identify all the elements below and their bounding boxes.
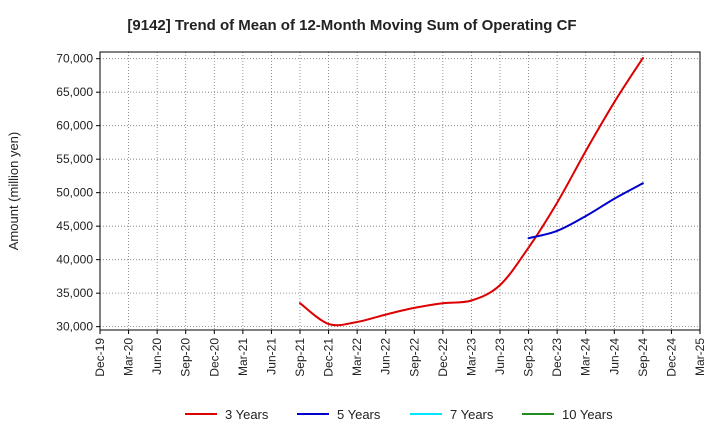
y-tick-label: 40,000 [56, 253, 93, 267]
x-tick-label: Jun-21 [264, 338, 278, 375]
x-tick-label: Mar-23 [464, 338, 478, 376]
chart-title: [9142] Trend of Mean of 12-Month Moving … [127, 17, 576, 34]
x-tick-label: Dec-24 [664, 338, 678, 377]
y-tick-label: 70,000 [56, 52, 93, 66]
legend-label-5-years: 5 Years [337, 407, 381, 422]
x-tick-label: Jun-24 [607, 338, 621, 375]
x-tick-label: Dec-19 [93, 338, 107, 377]
x-tick-label: Dec-20 [207, 338, 221, 377]
plot-frame [99, 51, 701, 331]
legend: 3 Years 5 Years 7 Years 10 Years [185, 407, 613, 422]
legend-label-3-years: 3 Years [225, 407, 269, 422]
legend-label-7-years: 7 Years [450, 407, 494, 422]
x-tick-label: Mar-21 [236, 338, 250, 376]
x-tick-label: Mar-22 [350, 338, 364, 376]
x-axis-ticks: Dec-19 Mar-20 Jun-20 Sep-20 Dec-20 Mar-21 Jun-… [93, 330, 707, 377]
y-axis-label: Amount (million yen) [6, 132, 21, 251]
y-tick-label: 65,000 [56, 85, 93, 99]
y-tick-label: 55,000 [56, 152, 93, 166]
grid [99, 52, 701, 330]
y-tick-label: 60,000 [56, 119, 93, 133]
x-tick-label: Dec-23 [550, 338, 564, 377]
x-tick-label: Sep-23 [522, 338, 536, 377]
x-tick-label: Jun-23 [493, 338, 507, 375]
series-line-5-years [527, 182, 644, 240]
y-axis-ticks: 30,000 35,000 40,000 45,000 50,000 55,000 60,0… [56, 52, 100, 334]
x-tick-label: Dec-21 [322, 338, 336, 377]
y-tick-label: 45,000 [56, 219, 93, 233]
x-tick-label: Sep-24 [636, 338, 650, 377]
y-tick-label: 30,000 [56, 320, 93, 334]
x-tick-label: Sep-21 [293, 338, 307, 377]
x-tick-label: Mar-25 [693, 338, 707, 376]
y-tick-label: 35,000 [56, 286, 93, 300]
x-tick-label: Jun-20 [150, 338, 164, 375]
legend-label-10-years: 10 Years [562, 407, 613, 422]
series-lines [299, 57, 644, 327]
series-line-3-years [299, 57, 644, 327]
x-tick-label: Mar-20 [122, 338, 136, 376]
x-tick-label: Sep-20 [179, 338, 193, 377]
x-tick-label: Jun-22 [379, 338, 393, 375]
y-tick-label: 50,000 [56, 186, 93, 200]
x-tick-label: Sep-22 [407, 338, 421, 377]
x-tick-label: Mar-24 [579, 338, 593, 376]
x-tick-label: Dec-22 [436, 338, 450, 377]
